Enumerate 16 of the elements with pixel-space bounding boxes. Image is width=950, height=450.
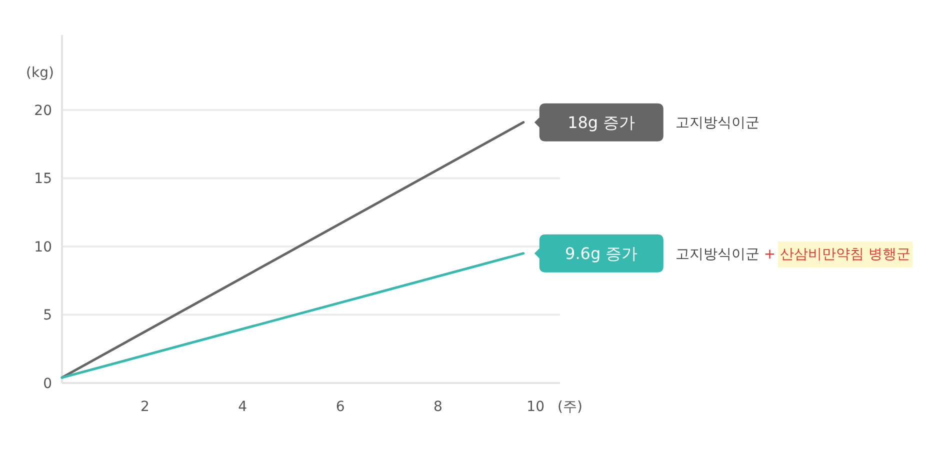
x-axis-title: (주) <box>558 399 582 415</box>
x-tick-label: 2 <box>140 399 150 415</box>
annotation: 9.6g 증가 <box>565 244 638 263</box>
y-tick-label: 15 <box>34 171 52 188</box>
x-tick-label: 10 <box>526 399 544 415</box>
y-axis-title: (kg) <box>26 65 54 81</box>
text: 고지방식이군 + 산삼비만약침 병행군 <box>675 246 910 262</box>
x-tick-label: 6 <box>336 399 345 415</box>
y-tick-label: 0 <box>43 376 52 392</box>
y-tick-label: 5 <box>43 308 52 324</box>
annotation: 18g 증가 <box>568 112 636 132</box>
text: 고지방식이군 <box>675 115 760 132</box>
x-tick-label: 8 <box>433 399 442 415</box>
y-tick-label: 20 <box>34 102 52 119</box>
x-tick-label: 4 <box>238 399 248 415</box>
y-tick-label: 10 <box>34 239 52 256</box>
